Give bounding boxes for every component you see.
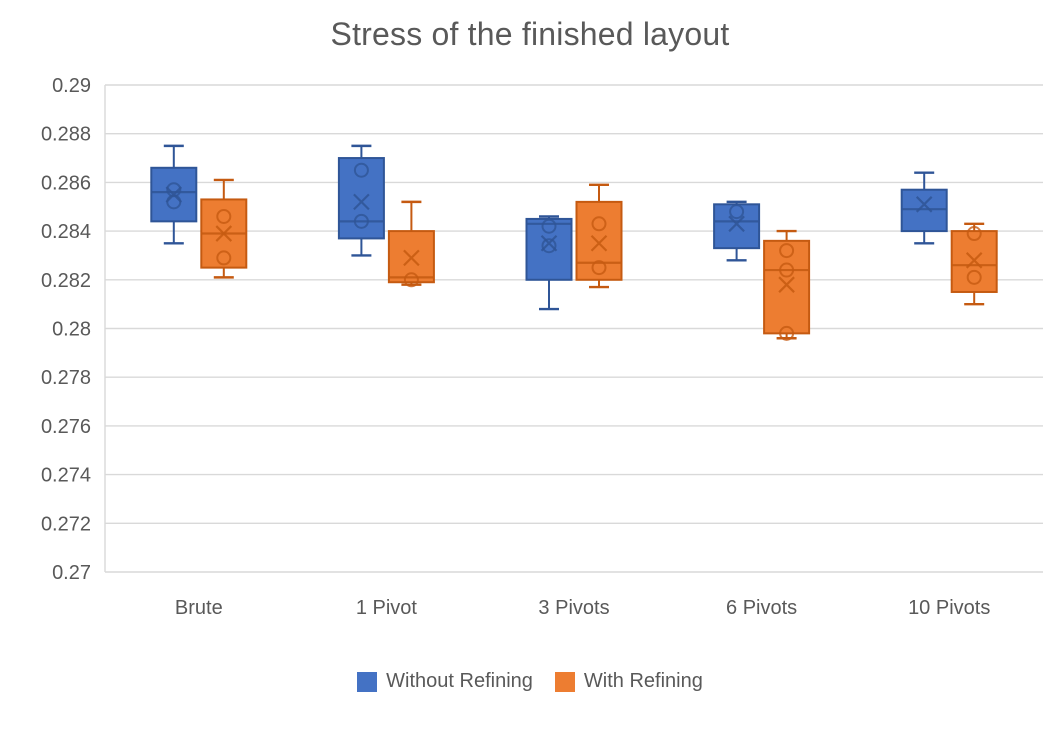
outlier-point (779, 325, 795, 341)
box-group-with-refining-6-pivots[interactable] (763, 229, 811, 341)
y-tick-label: 0.274 (41, 465, 91, 487)
outlier-point (779, 243, 795, 259)
outlier-point (541, 218, 557, 234)
outlier-point (591, 260, 607, 276)
mean-x-marker (165, 186, 183, 203)
box-rect (900, 188, 948, 233)
mean-x-marker (965, 252, 983, 269)
x-category-label: 1 Pivot (356, 597, 418, 619)
box-rect (337, 157, 385, 240)
y-tick-label: 0.286 (41, 172, 91, 194)
mean-x-marker (353, 193, 370, 211)
outlier-point (966, 226, 982, 242)
mean-x-marker (403, 249, 420, 267)
legend: Without Refining With Refining (0, 670, 1060, 693)
y-tick-label: 0.28 (52, 319, 91, 341)
mean-x-marker (778, 276, 795, 293)
outlier-point (403, 272, 419, 288)
legend-item-without-refining[interactable]: Without Refining (357, 670, 533, 693)
outlier-point (216, 208, 232, 224)
outlier-point (353, 162, 369, 178)
outlier-point (541, 238, 557, 254)
outlier-point (729, 204, 745, 220)
legend-swatch-without-refining (357, 671, 378, 692)
box-group-with-refining-brute[interactable] (200, 178, 248, 279)
plot-area: 0.27 0.272 0.274 0.276 0.278 0.28 0.282 0.284 0.… (41, 75, 1043, 619)
y-tick-label: 0.272 (41, 513, 91, 535)
x-category-label: 6 Pivots (726, 597, 797, 619)
box-rect (763, 239, 811, 335)
box-group-with-refining-1-pivot[interactable] (387, 200, 435, 288)
box-group-without-refining-brute[interactable] (150, 144, 198, 245)
mean-x-marker (540, 234, 558, 252)
x-category-label: 3 Pivots (538, 597, 609, 619)
mean-x-marker (215, 225, 233, 242)
chart-title: Stress of the finished layout (330, 16, 730, 52)
y-tick-label: 0.278 (41, 367, 91, 389)
box-rect (713, 203, 761, 250)
legend-label-without-refining: Without Refining (386, 670, 533, 692)
box-group-without-refining-6-pivots[interactable] (713, 200, 761, 262)
outlier-point (353, 213, 369, 229)
mean-x-marker (915, 196, 933, 213)
y-tick-label: 0.288 (41, 124, 91, 146)
box-group-without-refining-3-pivots[interactable] (525, 215, 573, 311)
legend-swatch-with-refining (554, 671, 575, 692)
box-group-without-refining-1-pivot[interactable] (337, 144, 385, 257)
y-tick-label: 0.29 (52, 75, 91, 97)
y-tick-label: 0.27 (52, 562, 91, 584)
outlier-point (216, 250, 232, 266)
y-tick-label: 0.284 (41, 221, 91, 243)
box-group-with-refining-10-pivots[interactable] (950, 222, 998, 306)
box-rect (575, 200, 623, 281)
y-tick-label: 0.282 (41, 270, 91, 292)
box-group-without-refining-10-pivots[interactable] (900, 171, 948, 245)
outlier-point (779, 262, 795, 278)
outlier-point (591, 216, 607, 232)
box-group-with-refining-3-pivots[interactable] (575, 183, 623, 289)
x-category-label: Brute (175, 597, 223, 619)
x-category-label: 10 Pivots (908, 597, 990, 619)
legend-item-with-refining[interactable]: With Refining (554, 670, 703, 693)
y-tick-label: 0.276 (41, 416, 91, 438)
box-rect (525, 217, 573, 281)
box-rect (950, 230, 998, 293)
outlier-point (966, 269, 982, 285)
mean-x-marker (590, 234, 608, 252)
legend-label-with-refining: With Refining (583, 670, 703, 692)
mean-x-marker (728, 215, 745, 233)
